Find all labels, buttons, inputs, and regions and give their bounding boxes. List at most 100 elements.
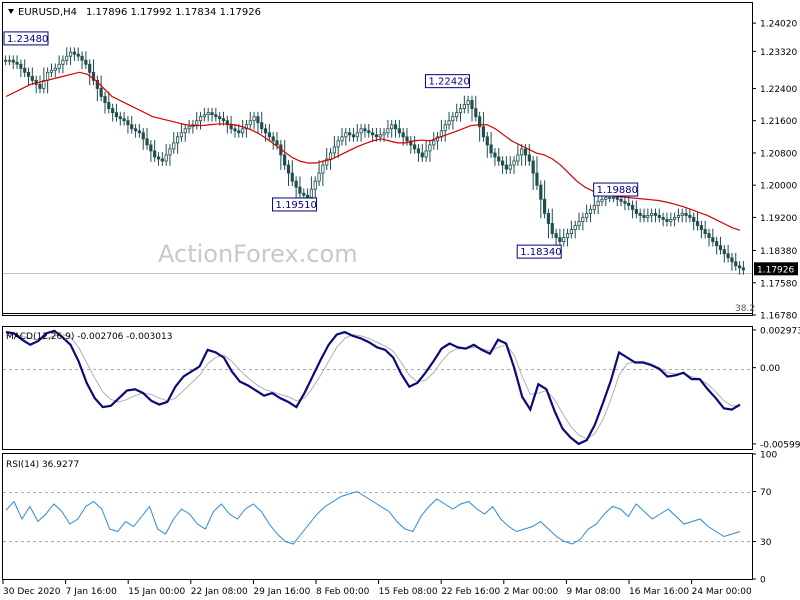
candle-body: [393, 124, 398, 130]
candle-body: [302, 192, 306, 196]
candle-body: [669, 219, 673, 222]
candle-body: [267, 132, 271, 138]
candle-body: [531, 160, 535, 174]
candle-body: [313, 180, 317, 190]
candle-body: [653, 213, 658, 216]
candle-body: [699, 225, 703, 230]
candle-body: [485, 136, 489, 146]
y-tick-label: 70: [760, 488, 772, 498]
candle-body: [478, 116, 482, 128]
candle-body: [455, 112, 459, 118]
candle-body: [489, 144, 493, 154]
candle-body: [497, 156, 501, 162]
candle-body: [114, 112, 119, 118]
candle-body: [130, 124, 134, 130]
candle-body: [156, 156, 161, 160]
candle-body: [638, 213, 642, 216]
candle-body: [550, 223, 554, 234]
candle-body: [623, 200, 627, 204]
candle-body: [172, 142, 176, 150]
candle-body: [91, 71, 96, 81]
candle-body: [462, 104, 466, 110]
price-annotation-label: 1.22420: [428, 77, 469, 88]
candle-body: [665, 219, 669, 222]
candle-body: [367, 130, 371, 134]
candle-body: [88, 63, 92, 73]
candle-body: [703, 229, 707, 234]
candle-body: [15, 61, 19, 65]
candle-body: [516, 154, 520, 162]
y-tick-label: 1.20000: [760, 182, 797, 192]
candle-body: [600, 198, 604, 202]
y-tick-label: 0: [760, 576, 766, 586]
candle-body: [734, 261, 738, 267]
candle-body: [84, 59, 88, 65]
candle-body: [359, 128, 363, 134]
candle-body: [290, 172, 294, 182]
y-tick-label: 1.21600: [760, 117, 797, 127]
candle-body: [252, 116, 256, 122]
candle-body: [573, 225, 577, 230]
candle-body: [592, 204, 596, 210]
watermark: ActionForex.com: [158, 240, 358, 268]
candle-body: [688, 215, 692, 218]
candle-body: [413, 144, 417, 150]
candle-body: [57, 63, 61, 69]
candle-body: [508, 164, 512, 170]
x-tick-label: 9 Mar 08:00: [566, 587, 621, 597]
candle-body: [428, 144, 432, 152]
candle-body: [527, 154, 531, 162]
candle-body: [133, 128, 138, 132]
candle-body: [562, 237, 566, 243]
candle-body: [558, 237, 562, 243]
candle-body: [298, 186, 302, 194]
candle-body: [263, 128, 268, 134]
candle-body: [309, 188, 314, 198]
price-annotation-box: [3, 31, 49, 46]
candle-body: [225, 120, 229, 126]
candle-body: [539, 184, 543, 200]
candle-body: [661, 217, 665, 220]
candle-body: [325, 158, 329, 166]
price-panel: [2, 2, 753, 316]
symbol-label: EURUSD,H4: [18, 7, 77, 18]
candle-body: [401, 132, 405, 138]
y-axes: 1.24020 1.23320 1.22400 1.21600 1.20800 1.200…: [752, 20, 800, 586]
candle-body: [680, 213, 684, 216]
candle-body: [126, 120, 130, 126]
candle-body: [611, 196, 616, 199]
candle-body: [179, 132, 184, 138]
candle-body: [99, 88, 103, 97]
candle-body: [386, 128, 390, 134]
ohlc-values: 1.17896 1.17992 1.17834 1.17926: [86, 7, 261, 18]
candle-body: [646, 215, 650, 218]
candle-body: [416, 148, 421, 154]
y-tick-label: 1.23320: [760, 48, 797, 58]
price-annotation-box: [424, 74, 470, 89]
candle-body: [726, 253, 730, 259]
fib-label: 38.2: [735, 304, 755, 314]
candle-body: [149, 144, 153, 152]
candle-body: [451, 116, 455, 122]
candle-body: [340, 136, 344, 142]
candle-body: [248, 120, 252, 126]
candle-body: [581, 217, 585, 222]
candle-body: [122, 118, 126, 122]
candle-body: [153, 150, 157, 158]
candle-body: [535, 172, 539, 186]
dropdown-triangle-icon[interactable]: [8, 9, 14, 14]
candle-body: [68, 51, 73, 57]
candle-body: [111, 108, 115, 114]
candle-body: [692, 217, 696, 222]
x-tick-label: 16 Mar 16:00: [629, 587, 689, 597]
price-annotation-box: [516, 244, 562, 259]
candle-body: [11, 59, 15, 63]
candle-body: [218, 116, 222, 120]
candle-body: [221, 118, 226, 122]
candle-body: [657, 215, 661, 218]
macd-plot: [5, 329, 741, 446]
candle-body: [390, 124, 394, 130]
candle-body: [321, 164, 325, 174]
x-tick-label: 2 Mar 00:00: [504, 587, 559, 597]
candle-body: [630, 204, 635, 210]
